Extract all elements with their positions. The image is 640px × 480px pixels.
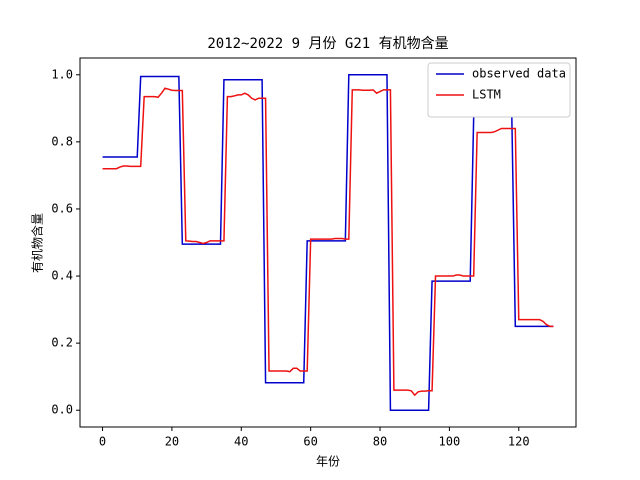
- y-tick-label: 0.6: [51, 201, 73, 215]
- x-tick-label: 120: [508, 435, 530, 449]
- plot-frame: [79, 57, 577, 428]
- y-tick-label: 0.0: [51, 403, 73, 417]
- data-line: [102, 87, 554, 397]
- legend-box: [427, 62, 571, 118]
- x-tick-label: 20: [165, 435, 179, 449]
- legend-label: LSTM: [472, 88, 501, 102]
- x-axis-label: 年份: [316, 455, 340, 469]
- legend-label: observed data: [472, 67, 566, 81]
- data-line: [102, 74, 554, 411]
- y-axis-label: 有机物含量: [30, 213, 45, 273]
- y-tick-label: 1.0: [51, 67, 73, 81]
- x-tick-label: 40: [234, 435, 248, 449]
- y-tick-label: 0.2: [51, 336, 73, 350]
- x-tick-label: 80: [373, 435, 387, 449]
- x-tick-label: 0: [99, 435, 106, 449]
- y-tick-label: 0.8: [51, 134, 73, 148]
- x-tick-label: 60: [303, 435, 317, 449]
- x-tick-label: 100: [439, 435, 461, 449]
- y-tick-label: 0.4: [51, 269, 73, 283]
- chart-title: 2012~2022 9 月份 G21 有机物含量: [207, 36, 448, 52]
